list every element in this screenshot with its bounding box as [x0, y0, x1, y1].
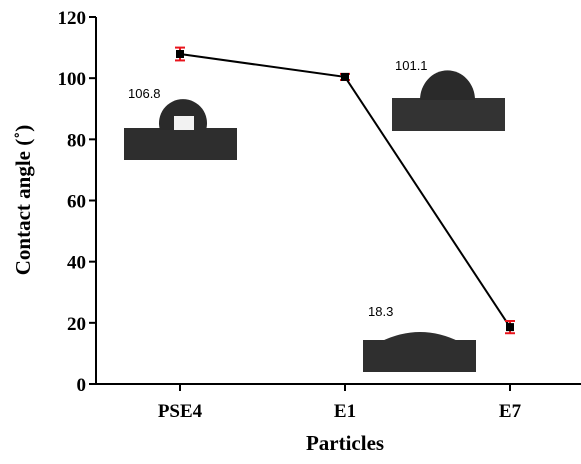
x-tick-label: E7 — [499, 401, 522, 422]
droplet-image — [392, 70, 505, 131]
y-tick-label: 60 — [67, 192, 86, 213]
annotation: 18.3 — [368, 304, 393, 319]
annotation: 101.1 — [395, 58, 428, 73]
x-tick-label: E1 — [334, 401, 356, 422]
y-tick-label: 80 — [67, 130, 86, 151]
marker — [506, 323, 514, 332]
droplet-image — [363, 332, 476, 372]
y-tick-label: 40 — [67, 253, 86, 274]
marker — [341, 72, 349, 81]
y-axis-label: Contact angle (˚) — [11, 125, 35, 275]
x-tick-label: PSE4 — [158, 401, 203, 422]
y-tick-label: 120 — [58, 8, 87, 29]
y-tick-label: 0 — [77, 375, 87, 396]
marker — [176, 50, 184, 59]
y-tick-label: 100 — [58, 69, 87, 90]
x-axis-label: Particles — [306, 431, 384, 455]
droplet-image — [124, 99, 237, 160]
y-tick-label: 20 — [67, 314, 86, 335]
annotation: 106.8 — [128, 86, 161, 101]
